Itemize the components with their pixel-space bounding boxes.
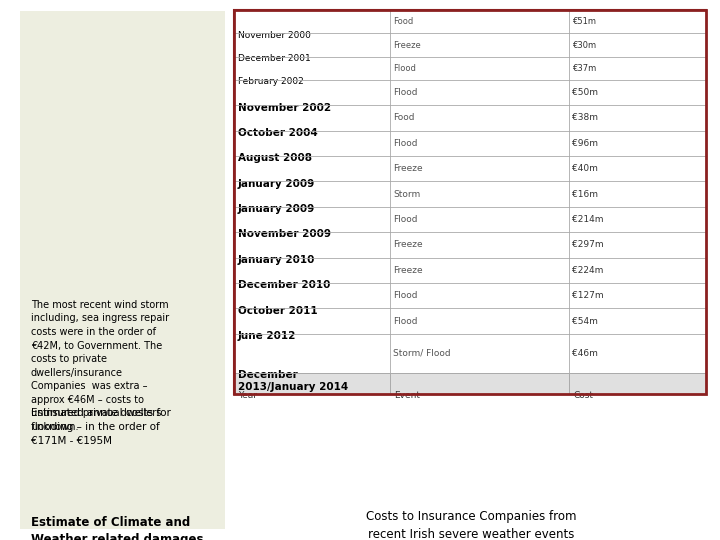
Text: Flood: Flood (393, 291, 418, 300)
Bar (234, 131, 706, 156)
Bar (234, 105, 706, 131)
Text: Estimate of Climate and
Weather related damages
in Ireland: Estimate of Climate and Weather related … (31, 516, 204, 540)
Text: €40m: €40m (572, 164, 598, 173)
Text: Cost: Cost (573, 391, 593, 400)
Bar (234, 57, 706, 80)
Text: October 2004: October 2004 (238, 128, 318, 138)
Text: Freeze: Freeze (393, 40, 421, 50)
Text: December
2013/January 2014: December 2013/January 2014 (238, 370, 348, 392)
Text: €51m: €51m (572, 17, 596, 26)
Text: November 2002: November 2002 (238, 103, 330, 113)
Bar (234, 283, 706, 308)
Text: January 2009: January 2009 (238, 179, 315, 189)
Text: Flood: Flood (393, 64, 416, 73)
Text: December 2010: December 2010 (238, 280, 330, 291)
Text: Freeze: Freeze (393, 266, 423, 275)
Text: February 2002: February 2002 (238, 77, 303, 86)
Text: Event: Event (394, 391, 420, 400)
Bar (234, 10, 706, 33)
Bar (234, 181, 706, 207)
Bar (234, 232, 706, 258)
Bar (234, 10, 706, 394)
Text: €38m: €38m (572, 113, 598, 123)
Bar (234, 334, 706, 373)
Text: October 2011: October 2011 (238, 306, 318, 316)
Text: Flood: Flood (393, 215, 418, 224)
Text: Freeze: Freeze (393, 240, 423, 249)
Bar (234, 258, 706, 283)
Text: €214m: €214m (572, 215, 604, 224)
Text: €50m: €50m (572, 88, 598, 97)
Text: Freeze: Freeze (393, 164, 423, 173)
Text: Year: Year (238, 391, 257, 400)
Bar (234, 373, 706, 394)
Bar (234, 10, 706, 394)
Text: Flood: Flood (393, 316, 418, 326)
Text: Food: Food (393, 17, 413, 26)
Text: €46m: €46m (572, 349, 598, 357)
Text: Flood: Flood (393, 139, 418, 148)
Text: Costs to Insurance Companies from
recent Irish severe weather events
were as sho: Costs to Insurance Companies from recent… (366, 510, 577, 540)
Bar (20, 11, 225, 529)
Text: November 2000: November 2000 (238, 31, 310, 40)
Text: Flood: Flood (393, 88, 418, 97)
Text: November 2009: November 2009 (238, 230, 330, 240)
Text: January 2010: January 2010 (238, 255, 315, 265)
Text: €37m: €37m (572, 64, 597, 73)
Text: Estimated annual costs for
flooding – in the order of
€171M - €195M: Estimated annual costs for flooding – in… (31, 408, 171, 445)
Bar (234, 308, 706, 334)
Text: €127m: €127m (572, 291, 604, 300)
Bar (234, 33, 706, 57)
Text: €96m: €96m (572, 139, 598, 148)
Text: August 2008: August 2008 (238, 153, 312, 164)
Bar (234, 207, 706, 232)
Text: €224m: €224m (572, 266, 604, 275)
Text: €30m: €30m (572, 40, 597, 50)
Text: December 2001: December 2001 (238, 54, 310, 63)
Text: Food: Food (393, 113, 415, 123)
Text: €16m: €16m (572, 190, 598, 199)
Bar (234, 80, 706, 105)
Text: Storm: Storm (393, 190, 420, 199)
Text: €54m: €54m (572, 316, 598, 326)
Text: January 2009: January 2009 (238, 204, 315, 214)
Bar (234, 156, 706, 181)
Text: €297m: €297m (572, 240, 604, 249)
Text: June 2012: June 2012 (238, 331, 296, 341)
Text: Storm/ Flood: Storm/ Flood (393, 349, 451, 357)
Text: The most recent wind storm
including, sea ingress repair
costs were in the order: The most recent wind storm including, se… (31, 300, 169, 432)
